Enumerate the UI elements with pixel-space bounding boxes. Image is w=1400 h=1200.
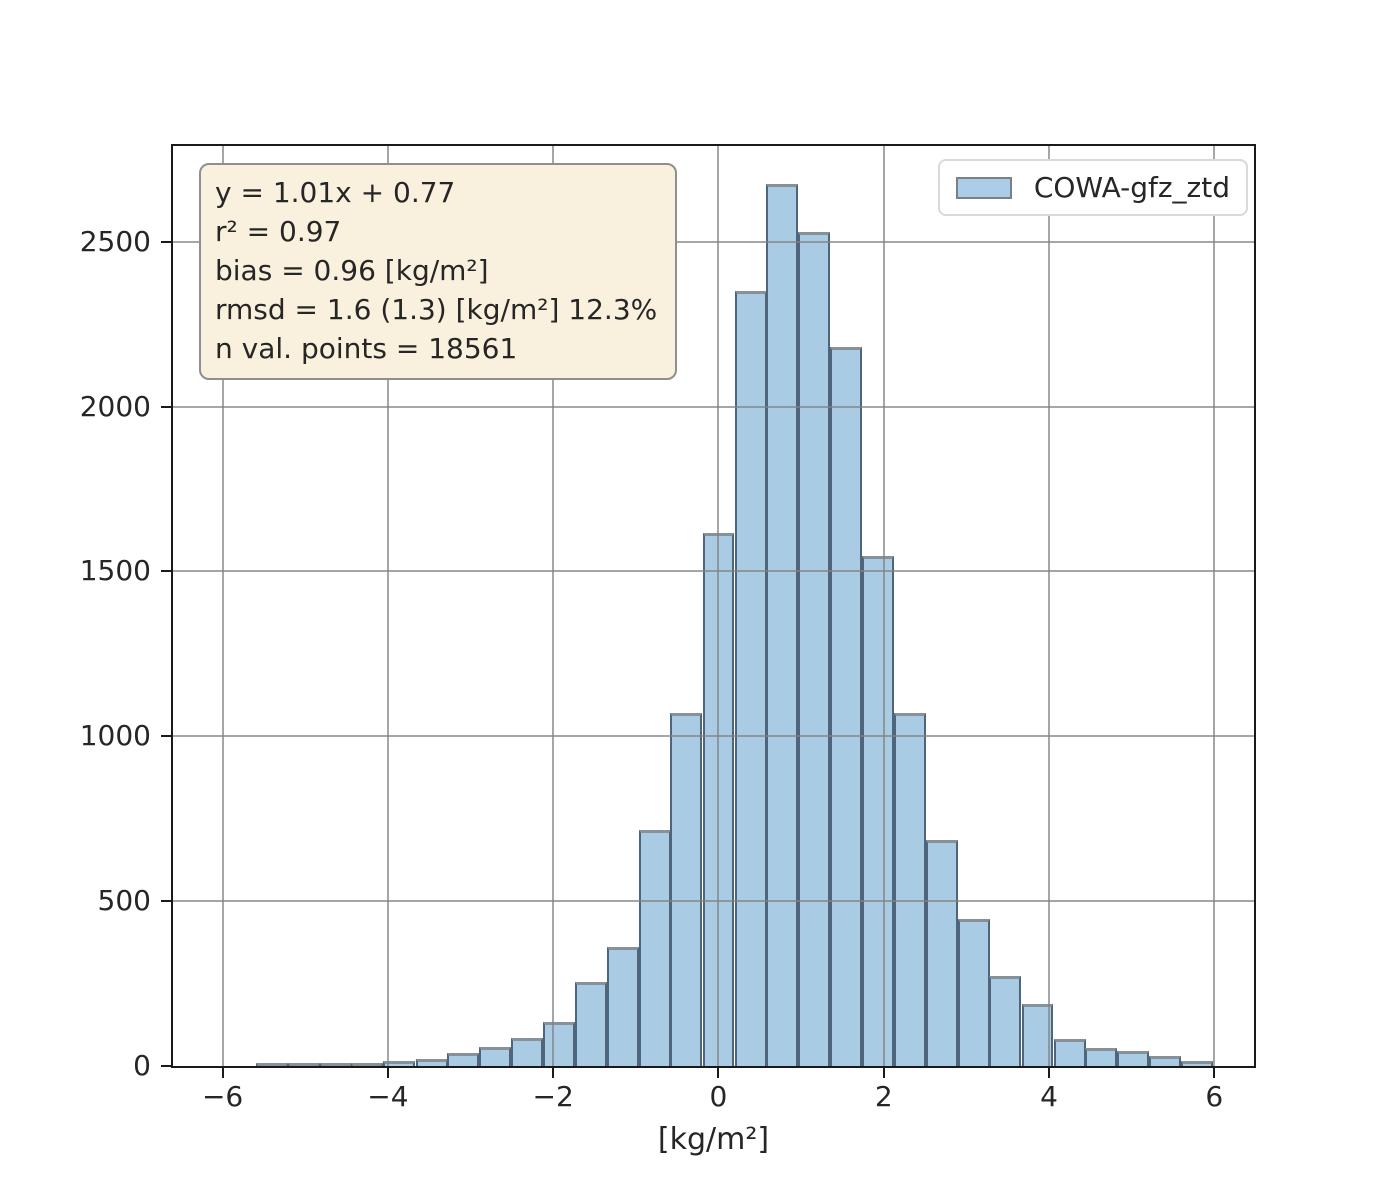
histogram-bar xyxy=(670,712,703,1066)
x-tick xyxy=(1048,1066,1051,1078)
gridline-x xyxy=(882,146,885,1066)
histogram-bar xyxy=(989,976,1022,1066)
histogram-bar xyxy=(383,1061,416,1066)
gridline-y xyxy=(173,240,1254,243)
y-tick-label: 0 xyxy=(133,1049,151,1082)
histogram-bar xyxy=(575,981,608,1066)
axes: y = 1.01x + 0.77 r² = 0.97 bias = 0.96 [kg… xyxy=(80,144,1256,1157)
histogram-bar xyxy=(287,1063,320,1066)
gridline-y xyxy=(173,405,1254,408)
stats-box: y = 1.01x + 0.77 r² = 0.97 bias = 0.96 [kg… xyxy=(199,163,678,380)
gridline-x xyxy=(1213,146,1216,1066)
histogram-bar xyxy=(447,1052,480,1066)
x-tick-label: 4 xyxy=(1040,1080,1058,1113)
histogram-bar xyxy=(766,183,799,1066)
histogram-bar xyxy=(415,1059,448,1066)
histogram-bar xyxy=(1148,1056,1181,1066)
x-tick-label: 0 xyxy=(709,1080,728,1113)
histogram-bar xyxy=(543,1022,575,1066)
x-tick xyxy=(1213,1066,1216,1078)
legend-swatch-icon xyxy=(955,176,1012,199)
gridline-x xyxy=(221,146,224,1066)
histogram-bar xyxy=(957,919,990,1066)
y-tick xyxy=(161,1065,173,1067)
y-tick-label: 500 xyxy=(97,884,151,918)
y-tick-label: 1500 xyxy=(79,554,151,588)
y-tick xyxy=(161,900,173,903)
histogram-bar xyxy=(638,830,671,1066)
gridline-y xyxy=(173,900,1254,903)
histogram-bar xyxy=(1053,1039,1086,1066)
histogram-bar xyxy=(479,1046,512,1066)
histogram-bar xyxy=(319,1063,352,1066)
x-tick-label: 2 xyxy=(874,1080,893,1113)
histogram-bar xyxy=(798,231,831,1066)
stats-line: r² = 0.97 xyxy=(215,215,342,248)
histogram-bar xyxy=(606,947,639,1066)
histogram-bar xyxy=(351,1062,384,1066)
gridline-x xyxy=(1048,146,1051,1066)
gridline-y xyxy=(173,735,1254,738)
x-tick xyxy=(552,1066,555,1078)
y-tick-label: 2000 xyxy=(79,389,151,423)
stats-line: y = 1.01x + 0.77 xyxy=(215,176,456,209)
x-tick-label: −6 xyxy=(201,1080,244,1113)
stats-line: rmsd = 1.6 (1.3) [kg/m²] 12.3% xyxy=(215,293,658,326)
histogram-bar xyxy=(862,555,894,1066)
gridline-x xyxy=(717,146,720,1066)
legend-label: COWA-gfz_ztd xyxy=(1033,171,1230,204)
histogram-bar xyxy=(894,712,927,1066)
y-tick-label: 2500 xyxy=(79,224,151,258)
histogram-bar xyxy=(510,1038,543,1066)
histogram-bar xyxy=(829,347,862,1066)
gridline-y xyxy=(173,570,1254,573)
gridline-x xyxy=(552,146,555,1066)
y-tick xyxy=(161,570,173,573)
x-tick xyxy=(221,1066,224,1078)
histogram-bar xyxy=(734,291,767,1066)
histogram-bar xyxy=(925,840,958,1066)
histogram-bar xyxy=(1085,1047,1118,1066)
x-tick xyxy=(717,1066,720,1078)
stats-line: bias = 0.96 [kg/m²] xyxy=(215,254,489,287)
y-tick xyxy=(161,240,173,243)
gridline-x xyxy=(386,146,389,1066)
x-axis-label: [kg/m²] xyxy=(657,1122,770,1157)
x-tick xyxy=(882,1066,885,1078)
y-tick-label: 1000 xyxy=(79,719,151,753)
histogram-bar xyxy=(1181,1061,1213,1066)
stats-line: n val. points = 18561 xyxy=(215,332,518,365)
histogram-bar xyxy=(1117,1051,1150,1066)
x-tick-label: −4 xyxy=(367,1080,409,1113)
histogram-bar xyxy=(256,1063,289,1066)
y-tick xyxy=(161,405,173,408)
x-tick-label: 6 xyxy=(1205,1080,1224,1113)
x-tick xyxy=(386,1066,389,1078)
y-tick xyxy=(161,735,173,738)
x-tick-label: −2 xyxy=(532,1080,574,1113)
legend: COWA-gfz_ztd xyxy=(937,159,1248,216)
